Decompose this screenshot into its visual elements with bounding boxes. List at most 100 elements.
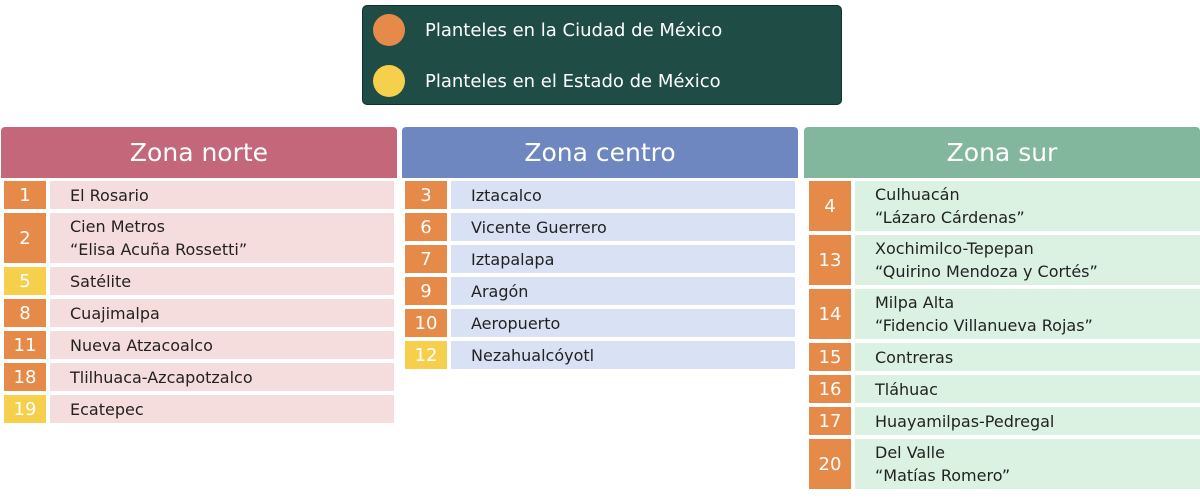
zone-header: Zona sur — [804, 127, 1200, 178]
plantel-number: 4 — [809, 181, 851, 231]
plantel-name: Huayamilpas-Pedregal — [855, 407, 1200, 435]
plantel-name: El Rosario — [50, 181, 394, 209]
zone-centro: Zona centro 3 Iztacalco 6 Vicente Guerrero 7… — [402, 127, 798, 373]
plantel-number: 20 — [809, 439, 851, 489]
plantel-name: Iztapalapa — [451, 245, 795, 273]
zone-header: Zona norte — [1, 127, 397, 178]
plantel-row: 14 Milpa Alta “Fidencio Villanueva Rojas” — [804, 289, 1200, 339]
plantel-name: Nezahualcóyotl — [451, 341, 795, 369]
plantel-name: Del Valle “Matías Romero” — [855, 439, 1200, 489]
plantel-name-line2: “Matías Romero” — [875, 466, 1011, 485]
plantel-number: 18 — [4, 363, 46, 391]
plantel-name-line2: “Elisa Acuña Rossetti” — [70, 240, 248, 259]
plantel-name: Satélite — [50, 267, 394, 295]
plantel-number: 13 — [809, 235, 851, 285]
plantel-number: 2 — [4, 213, 46, 263]
plantel-number: 6 — [405, 213, 447, 241]
plantel-name-line1: Iztacalco — [471, 185, 542, 205]
zone-rows: 1 El Rosario 2 Cien Metros “Elisa Acuña Ross… — [1, 178, 397, 423]
plantel-name: Ecatepec — [50, 395, 394, 423]
zone-rows: 4 Culhuacán “Lázaro Cárdenas” 13 Xochimilco-… — [804, 178, 1200, 489]
zone-rows: 3 Iztacalco 6 Vicente Guerrero 7 Iztapalapa 9 A… — [402, 178, 798, 369]
plantel-name: Milpa Alta “Fidencio Villanueva Rojas” — [855, 289, 1200, 339]
plantel-name-line1: Del Valle — [875, 443, 945, 462]
plantel-name: Contreras — [855, 343, 1200, 371]
plantel-row: 10 Aeropuerto — [402, 309, 798, 337]
plantel-name-line1: El Rosario — [70, 185, 149, 205]
plantel-row: 18 Tlilhuaca-Azcapotzalco — [1, 363, 397, 391]
plantel-number: 5 — [4, 267, 46, 295]
plantel-row: 2 Cien Metros “Elisa Acuña Rossetti” — [1, 213, 397, 263]
plantel-row: 4 Culhuacán “Lázaro Cárdenas” — [804, 181, 1200, 231]
plantel-name-line1: Culhuacán — [875, 185, 960, 204]
plantel-name: Vicente Guerrero — [451, 213, 795, 241]
plantel-row: 8 Cuajimalpa — [1, 299, 397, 327]
plantel-row: 3 Iztacalco — [402, 181, 798, 209]
plantel-name-line2: “Fidencio Villanueva Rojas” — [875, 316, 1093, 335]
plantel-number: 14 — [809, 289, 851, 339]
yellow-dot-icon — [373, 65, 405, 97]
plantel-number: 19 — [4, 395, 46, 423]
plantel-name: Cien Metros “Elisa Acuña Rossetti” — [50, 213, 394, 263]
legend-box: Planteles en la Ciudad de México Plantel… — [362, 5, 842, 105]
plantel-row: 13 Xochimilco-Tepepan “Quirino Mendoza y C… — [804, 235, 1200, 285]
plantel-name-line1: Nezahualcóyotl — [471, 345, 595, 365]
plantel-row: 5 Satélite — [1, 267, 397, 295]
plantel-row: 12 Nezahualcóyotl — [402, 341, 798, 369]
plantel-name-line1: Huayamilpas-Pedregal — [875, 411, 1055, 431]
plantel-name: Iztacalco — [451, 181, 795, 209]
plantel-number: 1 — [4, 181, 46, 209]
plantel-number: 7 — [405, 245, 447, 273]
plantel-number: 12 — [405, 341, 447, 369]
plantel-number: 17 — [809, 407, 851, 435]
plantel-name: Xochimilco-Tepepan “Quirino Mendoza y Cor… — [855, 235, 1200, 285]
zone-header: Zona centro — [402, 127, 798, 178]
plantel-row: 19 Ecatepec — [1, 395, 397, 423]
zone-sur: Zona sur 4 Culhuacán “Lázaro Cárdenas” 13 Xo… — [804, 127, 1200, 493]
plantel-name-line1: Aragón — [471, 281, 529, 301]
plantel-name: Tláhuac — [855, 375, 1200, 403]
plantel-name-line1: Xochimilco-Tepepan — [875, 239, 1034, 258]
plantel-number: 9 — [405, 277, 447, 305]
plantel-name-line1: Iztapalapa — [471, 249, 555, 269]
plantel-row: 7 Iztapalapa — [402, 245, 798, 273]
plantel-row: 6 Vicente Guerrero — [402, 213, 798, 241]
plantel-name-line1: Milpa Alta — [875, 293, 955, 312]
plantel-name-line1: Cuajimalpa — [70, 303, 160, 323]
plantel-name-line1: Tláhuac — [875, 379, 938, 399]
plantel-name: Tlilhuaca-Azcapotzalco — [50, 363, 394, 391]
plantel-name: Culhuacán “Lázaro Cárdenas” — [855, 181, 1200, 231]
legend-item-cdmx: Planteles en la Ciudad de México — [373, 14, 722, 46]
plantel-name-line1: Vicente Guerrero — [471, 217, 607, 237]
plantel-name-line1: Ecatepec — [70, 399, 144, 419]
legend-label: Planteles en el Estado de México — [425, 70, 721, 92]
plantel-name-line1: Satélite — [70, 271, 132, 291]
plantel-number: 3 — [405, 181, 447, 209]
plantel-number: 16 — [809, 375, 851, 403]
zone-norte: Zona norte 1 El Rosario 2 Cien Metros “Elisa… — [1, 127, 397, 427]
plantel-name-line2: “Quirino Mendoza y Cortés” — [875, 262, 1098, 281]
plantel-row: 20 Del Valle “Matías Romero” — [804, 439, 1200, 489]
plantel-name-line1: Contreras — [875, 347, 954, 367]
plantel-name: Cuajimalpa — [50, 299, 394, 327]
plantel-name: Nueva Atzacoalco — [50, 331, 394, 359]
plantel-name-line1: Aeropuerto — [471, 313, 561, 333]
plantel-name-line1: Tlilhuaca-Azcapotzalco — [70, 367, 253, 387]
plantel-number: 10 — [405, 309, 447, 337]
plantel-number: 8 — [4, 299, 46, 327]
plantel-row: 15 Contreras — [804, 343, 1200, 371]
plantel-name: Aragón — [451, 277, 795, 305]
plantel-name-line1: Nueva Atzacoalco — [70, 335, 213, 355]
plantel-row: 9 Aragón — [402, 277, 798, 305]
legend-label: Planteles en la Ciudad de México — [425, 19, 723, 41]
plantel-row: 1 El Rosario — [1, 181, 397, 209]
plantel-name: Aeropuerto — [451, 309, 795, 337]
plantel-number: 11 — [4, 331, 46, 359]
plantel-row: 11 Nueva Atzacoalco — [1, 331, 397, 359]
plantel-row: 17 Huayamilpas-Pedregal — [804, 407, 1200, 435]
plantel-number: 15 — [809, 343, 851, 371]
plantel-row: 16 Tláhuac — [804, 375, 1200, 403]
legend-item-edomex: Planteles en el Estado de México — [373, 65, 721, 97]
plantel-name-line1: Cien Metros — [70, 217, 165, 236]
plantel-name-line2: “Lázaro Cárdenas” — [875, 208, 1025, 227]
